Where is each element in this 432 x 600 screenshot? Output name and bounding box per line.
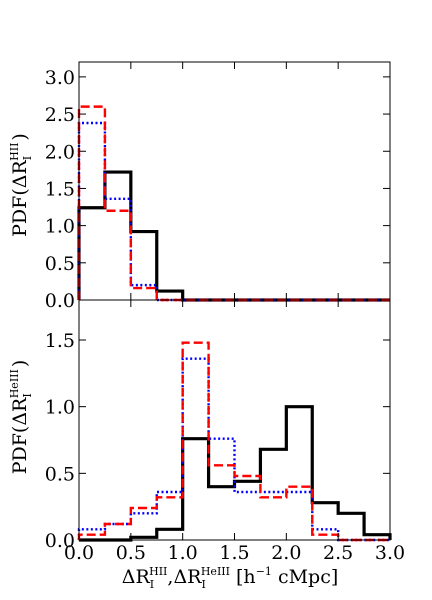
bottom-xtick-label: 1.0 xyxy=(168,542,198,564)
bottom-series-dashed-red xyxy=(77,341,390,542)
xlabel: ΔRIHII,ΔRIHeIII [h−1 cMpc] xyxy=(122,565,339,591)
bottom-axes-frame xyxy=(78,299,391,541)
top-ytick-label: 2.0 xyxy=(45,141,75,163)
bottom-ylabel-suffix: ) xyxy=(9,360,31,367)
top-series-solid-black xyxy=(77,170,390,302)
bottom-ylabel-sup: HeIII xyxy=(8,369,21,398)
bottom-ytick-label: 1.5 xyxy=(45,330,75,352)
top-ytick-label: 2.5 xyxy=(45,104,75,126)
xlabel-a: ΔR xyxy=(122,566,151,588)
top-ylabel-sub: I xyxy=(21,156,34,160)
bottom-ylabel-prefix: PDF(ΔR xyxy=(9,397,31,474)
top-ytick-label: 1.0 xyxy=(45,216,75,238)
top-series-dashed-red xyxy=(77,105,390,302)
xlabel-b: ΔR xyxy=(173,566,202,588)
bottom-xtick-label: 2.5 xyxy=(323,542,353,564)
xlabel-unit-open: [h xyxy=(230,566,256,588)
xlabel-b-sup: HeIII xyxy=(201,565,230,578)
top-axes-frame xyxy=(78,61,391,301)
top-ylabel-sup: HII xyxy=(8,143,21,161)
bottom-panel: 0.0 0.5 1.0 1.5 0.0 0.5 1.0 1.5 2.0 2.5 3.0 xyxy=(45,299,405,564)
bottom-xtick-label: 0.5 xyxy=(116,542,146,564)
bottom-xtick-label: 1.5 xyxy=(219,542,249,564)
xlabel-a-sup: HII xyxy=(149,565,167,578)
top-panel: 0.0 0.5 1.0 1.5 2.0 2.5 3.0 xyxy=(45,61,391,312)
bottom-ytick-label: 1.0 xyxy=(45,397,75,419)
xlabel-b-sub: I xyxy=(201,578,205,591)
bottom-ylabel: PDF(ΔRIHeIII) xyxy=(8,360,34,475)
top-ylabel: PDF(ΔRIHII) xyxy=(8,133,34,237)
xlabel-unit-sup: −1 xyxy=(256,565,272,578)
top-ylabel-suffix: ) xyxy=(9,133,31,140)
top-ytick-label: 0.5 xyxy=(45,253,75,275)
top-ylabel-prefix: PDF(ΔR xyxy=(9,160,31,237)
bottom-xtick-label: 2.0 xyxy=(271,542,301,564)
bottom-ytick-label: 0.0 xyxy=(45,530,75,552)
bottom-ytick-label: 0.5 xyxy=(45,463,75,485)
bottom-ylabel-sub: I xyxy=(21,393,34,397)
top-ytick-label: 3.0 xyxy=(45,67,75,89)
bottom-xtick-label: 3.0 xyxy=(375,542,405,564)
top-ytick-label: 0.0 xyxy=(45,290,75,312)
bottom-xtick-label: 0.0 xyxy=(64,542,94,564)
bottom-series-solid-black xyxy=(79,405,392,542)
xlabel-a-sub: I xyxy=(150,578,154,591)
top-ytick-label: 1.5 xyxy=(45,178,75,200)
xlabel-sep: , xyxy=(167,566,173,588)
xlabel-unit-close: cMpc] xyxy=(272,566,338,588)
